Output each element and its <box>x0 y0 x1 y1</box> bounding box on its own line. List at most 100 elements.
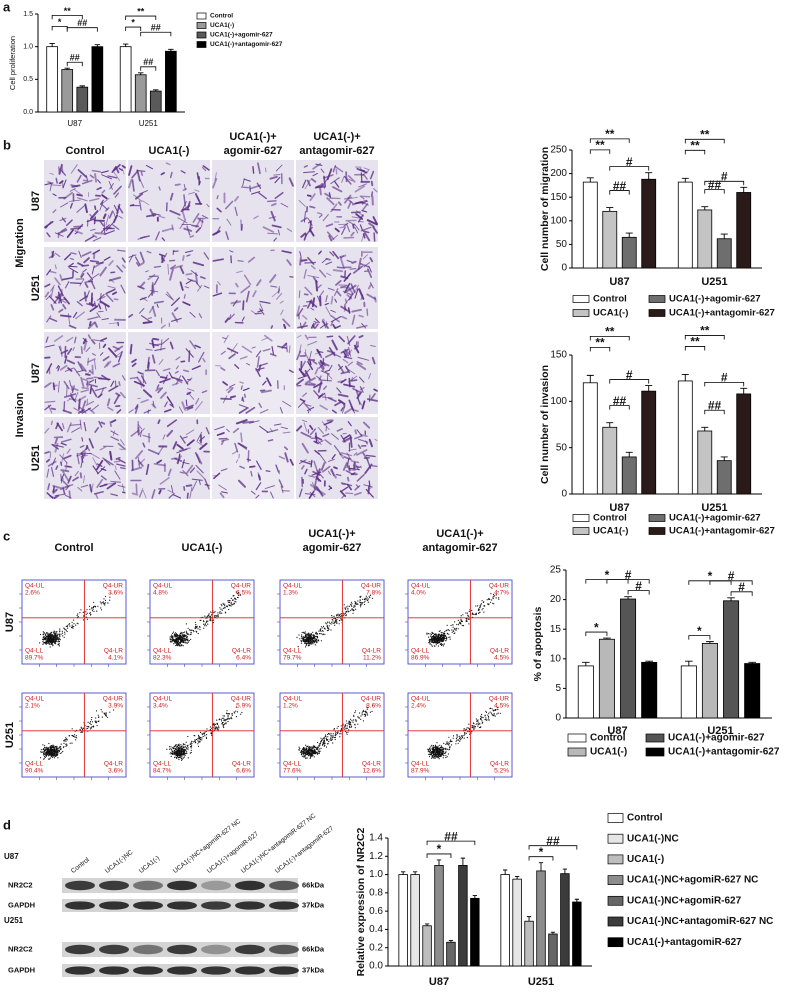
event-dot <box>52 638 53 639</box>
event-dot <box>44 753 45 754</box>
event-dot <box>184 636 185 637</box>
event-dot <box>473 723 474 724</box>
event-dot <box>50 644 51 645</box>
event-dot <box>436 642 437 643</box>
event-dot <box>177 752 178 753</box>
event-dot <box>310 747 311 748</box>
event-dot <box>92 726 93 727</box>
cell <box>300 258 301 265</box>
event-dot <box>341 619 342 620</box>
event-dot <box>333 735 334 736</box>
event-dot <box>231 713 232 714</box>
cell <box>186 274 191 275</box>
event-dot <box>209 619 210 620</box>
event-dot <box>347 734 348 735</box>
event-dot <box>88 722 89 723</box>
cell <box>360 336 363 337</box>
error-bar <box>413 872 417 875</box>
event-dot <box>353 610 354 611</box>
event-dot <box>56 634 57 635</box>
event-dot <box>449 743 450 744</box>
event-dot <box>346 720 347 721</box>
event-dot <box>351 603 352 604</box>
event-dot <box>362 603 363 604</box>
event-dot <box>95 717 96 718</box>
event-dot <box>69 625 70 626</box>
event-dot <box>361 604 362 605</box>
event-dot <box>54 635 55 636</box>
cell <box>266 471 270 472</box>
event-dot <box>459 623 460 624</box>
event-dot <box>463 625 464 626</box>
event-dot <box>336 619 337 620</box>
event-dot <box>367 714 368 715</box>
event-dot <box>364 599 365 600</box>
event-dot <box>307 750 308 751</box>
event-dot <box>325 734 326 735</box>
event-dot <box>57 634 58 635</box>
event-dot <box>56 638 57 639</box>
event-dot <box>170 748 171 749</box>
event-dot <box>210 726 211 727</box>
event-dot <box>223 608 224 609</box>
event-dot <box>219 719 220 720</box>
event-dot <box>42 744 43 745</box>
event-dot <box>59 634 60 635</box>
x-tick-label: U251 <box>139 119 159 128</box>
significance-label: * <box>131 17 135 27</box>
event-dot <box>203 620 204 621</box>
event-dot <box>492 603 493 604</box>
event-dot <box>221 723 222 724</box>
event-dot <box>299 748 300 749</box>
event-dot <box>473 613 474 614</box>
event-dot <box>80 609 81 610</box>
event-dot <box>59 629 60 630</box>
error-bar <box>626 233 633 237</box>
legend-swatch <box>608 938 623 947</box>
event-dot <box>186 631 187 632</box>
event-dot <box>306 754 307 755</box>
event-dot <box>223 715 224 716</box>
event-dot <box>183 751 184 752</box>
event-dot <box>190 744 191 745</box>
event-dot <box>320 738 321 739</box>
event-dot <box>72 625 73 626</box>
event-dot <box>439 634 440 635</box>
event-dot <box>488 713 489 714</box>
bar <box>717 239 731 268</box>
significance-label: ## <box>70 53 80 63</box>
event-dot <box>493 603 494 604</box>
event-dot <box>184 744 185 745</box>
event-dot <box>43 631 44 632</box>
event-dot <box>315 639 316 640</box>
event-dot <box>44 632 45 633</box>
cell <box>221 399 231 400</box>
event-dot <box>303 754 304 755</box>
significance-bracket <box>141 67 156 71</box>
event-dot <box>368 602 369 603</box>
event-dot <box>348 611 349 612</box>
event-dot <box>56 746 57 747</box>
event-dot <box>367 713 368 714</box>
cell <box>253 167 254 174</box>
event-dot <box>177 634 178 635</box>
event-dot <box>100 607 101 608</box>
event-dot <box>39 642 40 643</box>
event-dot <box>222 722 223 723</box>
event-dot <box>45 750 46 751</box>
cell <box>286 344 287 351</box>
event-dot <box>91 607 92 608</box>
event-dot <box>77 623 78 624</box>
event-dot <box>336 623 337 624</box>
event-dot <box>172 637 173 638</box>
event-dot <box>73 626 74 627</box>
event-dot <box>215 724 216 725</box>
event-dot <box>42 751 43 752</box>
event-dot <box>175 632 176 633</box>
event-dot <box>346 611 347 612</box>
event-dot <box>208 614 209 615</box>
event-dot <box>365 599 366 600</box>
event-dot <box>444 636 445 637</box>
event-dot <box>225 722 226 723</box>
event-dot <box>43 634 44 635</box>
